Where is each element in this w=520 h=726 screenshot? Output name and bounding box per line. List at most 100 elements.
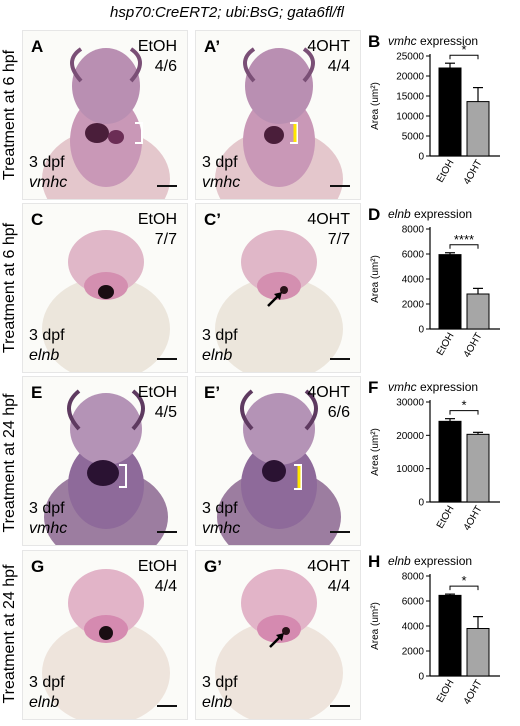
y-tick-label: 2000 [402, 300, 425, 311]
image-panel-e-prime: E’ 4OHT 6/6 3 dpf vmhc [195, 376, 361, 546]
significance-label: **** [454, 232, 474, 247]
panel-letter: A [31, 37, 44, 56]
panel-letter: G [31, 557, 45, 576]
y-tick-label: 0 [418, 498, 424, 509]
embryo-vmhc-image [215, 47, 343, 199]
x-tick-label: 4OHT [462, 504, 485, 533]
chart-title: elnb expression [388, 207, 472, 221]
bar-etoh [438, 420, 462, 503]
bar-etoh [438, 594, 462, 677]
y-axis-label: Area (um²) [370, 255, 381, 303]
y-tick-label: 8000 [402, 572, 425, 583]
chart-title: vmhc expression [388, 380, 478, 394]
row-label-2: Treatment at 6 hpf [1, 222, 18, 354]
image-panel-c-prime: C’ 4OHT 7/7 3 dpf elnb [195, 203, 361, 373]
x-tick-label: EtOH [435, 331, 457, 358]
scale-bar [157, 358, 177, 360]
image-panel-e: E EtOH 4/5 3 dpf vmhc [22, 376, 188, 546]
chart-title: vmhc expression [388, 34, 478, 48]
stage-label: 3 dpf elnb [202, 673, 238, 713]
stage: 3 dpf [202, 327, 238, 344]
y-tick-label: 5000 [402, 132, 425, 143]
ratio: 4/6 [154, 58, 177, 75]
gene: elnb [29, 694, 60, 711]
chart-title-gene: vmhc [388, 380, 417, 394]
y-tick-label: 0 [418, 152, 424, 163]
x-tick-label: 4OHT [462, 678, 485, 707]
embryo-elnb-image [42, 230, 170, 372]
panel-letter: C’ [204, 210, 221, 229]
y-tick-label: 25000 [396, 52, 424, 63]
significance-bracket [449, 54, 479, 60]
treatment: 4OHT [307, 558, 350, 575]
gene: elnb [29, 347, 60, 364]
stage: 3 dpf [29, 674, 65, 691]
y-tick-label: 6000 [402, 597, 425, 608]
figure-title: hsp70:CreERT2; ubi:BsG; gata6fl/fl [109, 4, 344, 21]
panel-letter: C [31, 210, 44, 229]
condition-label: 4OHT 4/4 [307, 557, 350, 597]
condition-label: 4OHT 6/6 [307, 383, 350, 423]
stage-label: 3 dpf elnb [202, 326, 238, 366]
row-label-1: Treatment at 6 hpf [1, 49, 18, 181]
chart-h: H elnb expression Area (um²) 0 2000 4000 600… [368, 550, 518, 722]
stage-label: 3 dpf vmhc [202, 153, 240, 193]
image-panel-a: A EtOH 4/6 3 dpf vmhc [22, 30, 188, 200]
y-tick-label: 15000 [396, 92, 424, 103]
panel-letter: E [31, 383, 43, 402]
y-tick-label: 20000 [396, 431, 424, 442]
bar-4oht [466, 293, 490, 330]
chart-title-rest: expression [416, 34, 479, 48]
significance-bracket [449, 410, 479, 415]
bar-chart-svg: Area (um²) 0 2000 4000 6000 8000 EtOH 4OHT * [370, 572, 500, 707]
image-panel-a-prime: A’ 4OHT 4/4 3 dpf vmhc [195, 30, 361, 200]
x-tick-label: EtOH [435, 678, 457, 705]
condition-label: 4OHT 7/7 [307, 210, 350, 250]
ratio: 4/4 [327, 578, 350, 595]
embryo-elnb-image [215, 230, 343, 372]
y-tick-label: 10000 [396, 464, 424, 475]
ratio: 7/7 [327, 231, 350, 248]
stage-label: 3 dpf vmhc [29, 153, 67, 193]
row-label-3: Treatment at 24 hpf [1, 393, 18, 533]
x-tick-label: 4OHT [462, 331, 485, 360]
panel-letter: A’ [204, 37, 221, 56]
significance-label: * [461, 398, 466, 413]
x-tick-label: EtOH [435, 158, 457, 185]
row-label-4: Treatment at 24 hpf [1, 564, 18, 704]
chart-b: B vmhc expression Area (um²) 0 5000 10000 15… [368, 30, 518, 202]
scale-bar [330, 705, 350, 707]
bar-4oht [466, 101, 490, 157]
y-axis-label: Area (um²) [370, 428, 381, 476]
scale-bar [330, 185, 350, 187]
y-tick-label: 6000 [402, 250, 425, 261]
image-panel-g: G EtOH 4/4 3 dpf elnb [22, 550, 188, 720]
ratio: 6/6 [327, 404, 350, 421]
image-panel-g-prime: G’ 4OHT 4/4 3 dpf elnb [195, 550, 361, 720]
stage: 3 dpf [202, 154, 238, 171]
gene: elnb [202, 694, 233, 711]
y-tick-label: 4000 [402, 275, 425, 286]
y-tick-label: 0 [418, 672, 424, 683]
y-tick-label: 0 [418, 325, 424, 336]
gene: vmhc [202, 174, 241, 191]
y-tick-label: 20000 [396, 72, 424, 83]
gene: elnb [202, 347, 233, 364]
panel-letter: E’ [204, 383, 221, 402]
chart-title: elnb expression [388, 554, 472, 568]
stage-label: 3 dpf elnb [29, 673, 65, 713]
image-panel-c: C EtOH 7/7 3 dpf elnb [22, 203, 188, 373]
ratio: 7/7 [154, 231, 177, 248]
chart-f: F vmhc expression Area (um²) 0 10000 20000 3… [368, 376, 518, 548]
panel-letter: G’ [204, 557, 222, 576]
stage-label: 3 dpf elnb [29, 326, 65, 366]
gene: vmhc [29, 174, 68, 191]
embryo-elnb-image [42, 569, 170, 719]
y-axis-label: Area (um²) [370, 602, 381, 650]
chart-title-rest: expression [410, 554, 473, 568]
y-tick-label: 10000 [396, 112, 424, 123]
significance-bracket [449, 585, 479, 591]
scale-bar [157, 531, 177, 533]
y-tick-label: 30000 [396, 398, 424, 409]
treatment: 4OHT [307, 384, 350, 401]
